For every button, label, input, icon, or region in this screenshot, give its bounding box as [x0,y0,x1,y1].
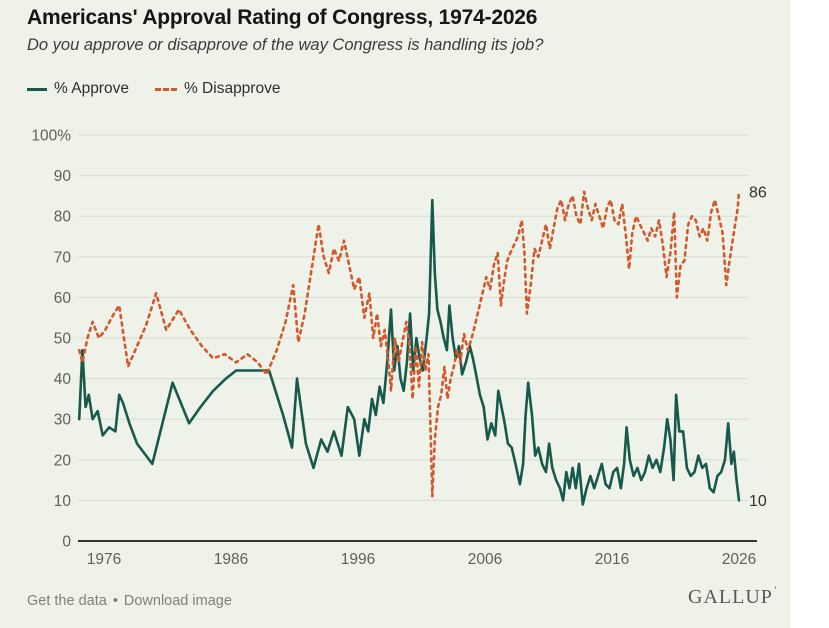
footer-links: Get the data • Download image [27,593,232,609]
legend: % Approve % Disapprove [27,80,280,98]
y-tick-label: 20 [54,452,72,469]
end-label: 86 [749,184,767,201]
x-tick-label: 2026 [722,551,756,568]
end-label: 10 [749,493,767,510]
gallup-logo: GALLUP’ [688,586,778,609]
x-tick-label: 2006 [468,551,502,568]
y-tick-label: 90 [54,168,72,185]
x-tick-label: 1996 [341,551,375,568]
y-tick-label: 10 [54,493,72,510]
chart-title: Americans' Approval Rating of Congress, … [27,6,538,29]
legend-label-approve: % Approve [54,80,129,97]
gallup-trademark: ’ [773,585,778,595]
chart-subtitle: Do you approve or disapprove of the way … [27,36,544,54]
approve-line [77,198,741,506]
legend-item-disapprove: % Disapprove [154,80,281,98]
y-tick-label: 50 [54,331,72,348]
y-tick-label: 80 [54,209,72,226]
y-tick-label: 40 [54,371,72,388]
download-image-link[interactable]: Download image [123,593,232,609]
get-data-link[interactable]: Get the data [27,593,107,609]
y-tick-label: 70 [54,249,72,266]
legend-item-approve: % Approve [27,80,129,98]
footer-separator: • [112,593,118,609]
y-tick-label: 30 [54,412,72,429]
x-tick-label: 1986 [214,551,248,568]
x-tick-label: 1976 [87,551,121,568]
gallup-wordmark: GALLUP [688,586,773,608]
approve-line-swatch [27,87,47,91]
chart-card: 0 10 20 30 40 50 60 70 80 90 100% 1976 1986 1996 2006 2… [0,0,790,628]
disapprove-line [77,190,741,498]
y-tick-label: 100% [31,128,71,145]
disapprove-line-swatch [154,87,177,91]
y-tick-label: 0 [62,534,71,551]
x-tick-label: 2016 [595,551,629,568]
y-tick-label: 60 [54,290,72,307]
legend-label-disapprove: % Disapprove [183,80,281,97]
